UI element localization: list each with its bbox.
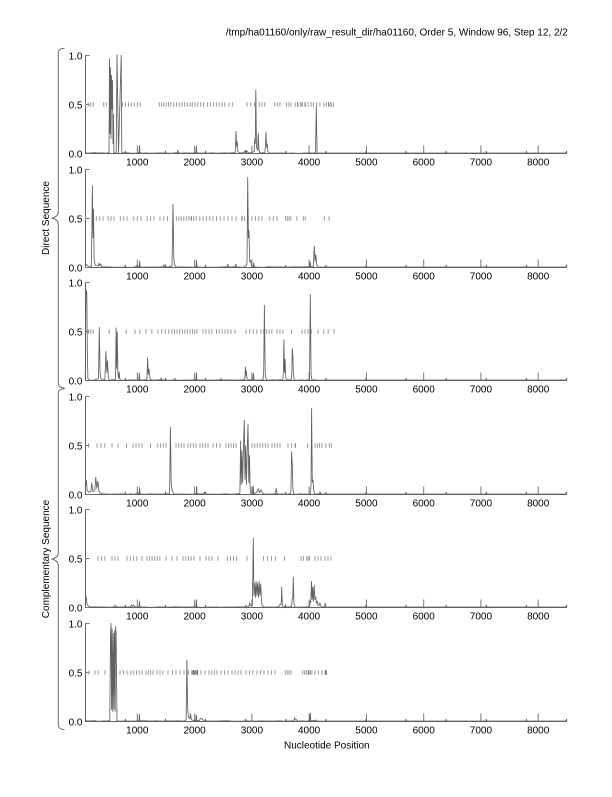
svg-text:4000: 4000	[298, 612, 321, 623]
svg-text:8000: 8000	[527, 499, 550, 510]
svg-text:8000: 8000	[527, 726, 550, 737]
svg-text:8000: 8000	[527, 385, 550, 396]
svg-text:1.0: 1.0	[69, 393, 83, 404]
svg-text:3000: 3000	[241, 272, 264, 283]
svg-text:6000: 6000	[413, 158, 436, 169]
svg-text:7000: 7000	[470, 272, 493, 283]
svg-text:6000: 6000	[413, 612, 436, 623]
svg-text:2000: 2000	[183, 385, 206, 396]
svg-text:0.0: 0.0	[69, 491, 83, 502]
svg-text:7000: 7000	[470, 726, 493, 737]
svg-text:2000: 2000	[183, 158, 206, 169]
svg-text:8000: 8000	[527, 272, 550, 283]
svg-text:6000: 6000	[413, 385, 436, 396]
svg-text:3000: 3000	[241, 612, 264, 623]
svg-text:1000: 1000	[126, 499, 149, 510]
svg-text:4000: 4000	[298, 158, 321, 169]
svg-text:Complementary Sequence: Complementary Sequence	[41, 499, 52, 618]
svg-text:0.0: 0.0	[69, 377, 83, 388]
svg-text:5000: 5000	[355, 726, 378, 737]
svg-text:5000: 5000	[355, 272, 378, 283]
svg-text:/tmp/ha01160/only/raw_result_d: /tmp/ha01160/only/raw_result_dir/ha01160…	[226, 27, 568, 38]
svg-text:6000: 6000	[413, 499, 436, 510]
svg-text:0.0: 0.0	[69, 718, 83, 729]
svg-text:0.5: 0.5	[69, 328, 83, 339]
svg-text:4000: 4000	[298, 499, 321, 510]
svg-text:2000: 2000	[183, 272, 206, 283]
svg-text:Nucleotide Position: Nucleotide Position	[284, 741, 370, 752]
svg-text:5000: 5000	[355, 385, 378, 396]
svg-text:1000: 1000	[126, 612, 149, 623]
svg-text:6000: 6000	[413, 272, 436, 283]
svg-text:1.0: 1.0	[69, 52, 83, 63]
svg-text:0.5: 0.5	[69, 101, 83, 112]
svg-text:5000: 5000	[355, 612, 378, 623]
svg-text:4000: 4000	[298, 385, 321, 396]
svg-text:0.5: 0.5	[69, 555, 83, 566]
svg-text:7000: 7000	[470, 385, 493, 396]
svg-text:6000: 6000	[413, 726, 436, 737]
svg-text:7000: 7000	[470, 499, 493, 510]
svg-text:0.0: 0.0	[69, 264, 83, 275]
svg-text:Direct Sequence: Direct Sequence	[41, 181, 52, 255]
svg-text:2000: 2000	[183, 612, 206, 623]
svg-text:4000: 4000	[298, 272, 321, 283]
svg-text:7000: 7000	[470, 158, 493, 169]
svg-text:0.0: 0.0	[69, 150, 83, 161]
svg-text:1000: 1000	[126, 385, 149, 396]
svg-text:3000: 3000	[241, 499, 264, 510]
svg-text:3000: 3000	[241, 158, 264, 169]
svg-text:1000: 1000	[126, 726, 149, 737]
svg-text:8000: 8000	[527, 612, 550, 623]
svg-text:5000: 5000	[355, 499, 378, 510]
svg-text:0.0: 0.0	[69, 604, 83, 615]
svg-text:2000: 2000	[183, 499, 206, 510]
svg-text:3000: 3000	[241, 726, 264, 737]
svg-text:4000: 4000	[298, 726, 321, 737]
svg-text:0.5: 0.5	[69, 669, 83, 680]
svg-text:8000: 8000	[527, 158, 550, 169]
svg-text:1.0: 1.0	[69, 506, 83, 517]
svg-text:0.5: 0.5	[69, 215, 83, 226]
svg-text:5000: 5000	[355, 158, 378, 169]
svg-text:3000: 3000	[241, 385, 264, 396]
svg-text:1000: 1000	[126, 158, 149, 169]
svg-text:0.5: 0.5	[69, 442, 83, 453]
svg-text:1.0: 1.0	[69, 620, 83, 631]
svg-text:1.0: 1.0	[69, 279, 83, 290]
svg-text:7000: 7000	[470, 612, 493, 623]
svg-text:2000: 2000	[183, 726, 206, 737]
svg-text:1.0: 1.0	[69, 166, 83, 177]
svg-text:1000: 1000	[126, 272, 149, 283]
